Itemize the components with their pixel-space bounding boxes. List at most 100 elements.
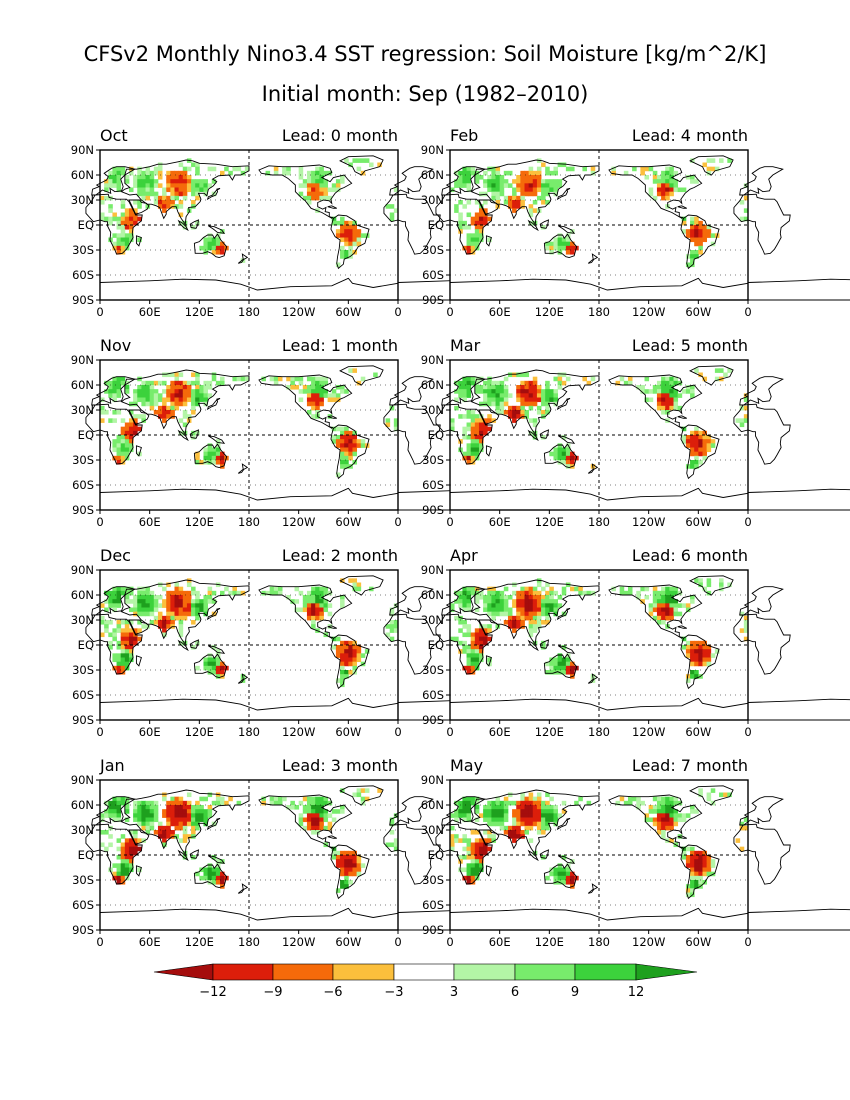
anomaly-cell — [561, 372, 567, 378]
anomaly-cell — [323, 393, 329, 398]
anomaly-cell — [306, 183, 312, 188]
anomaly-cell — [536, 805, 542, 810]
anomaly-cell — [215, 859, 221, 864]
anomaly-cell — [195, 397, 200, 403]
anomaly-cell — [178, 620, 184, 625]
anomaly-cell — [348, 162, 353, 168]
anomaly-cell — [565, 670, 571, 675]
anomaly-cell — [491, 586, 496, 592]
anomaly-cell — [665, 825, 670, 831]
x-tick-label: 180 — [238, 515, 260, 529]
anomaly-cell — [520, 389, 525, 394]
anomaly-cell — [104, 846, 109, 852]
anomaly-cell — [331, 817, 337, 823]
anomaly-cell — [557, 380, 563, 386]
anomaly-cell — [149, 179, 155, 184]
anomaly-cell — [112, 628, 117, 633]
anomaly-cell — [137, 813, 142, 818]
anomaly-cell — [524, 599, 530, 604]
anomaly-cell — [545, 615, 550, 621]
anomaly-cell — [203, 867, 209, 873]
anomaly-cell — [149, 607, 155, 613]
anomaly-cell — [319, 393, 324, 398]
anomaly-cell — [557, 179, 563, 184]
anomaly-cell — [677, 405, 683, 411]
anomaly-cell — [541, 393, 546, 398]
anomaly-cell — [306, 821, 312, 827]
anomaly-cell — [352, 582, 358, 588]
anomaly-cell — [665, 376, 670, 382]
anomaly-cell — [516, 603, 521, 608]
anomaly-cell — [656, 805, 662, 810]
anomaly-cell — [323, 586, 329, 592]
anomaly-cell — [690, 863, 695, 868]
anomaly-cell — [495, 191, 501, 197]
anomaly-cell — [170, 187, 175, 193]
anomaly-cell — [669, 813, 674, 818]
anomaly-cell — [327, 397, 333, 403]
anomaly-cell — [528, 607, 534, 613]
anomaly-cell — [478, 418, 484, 423]
anomaly-cell — [149, 385, 155, 390]
anomaly-cell — [553, 805, 559, 810]
anomaly-cell — [499, 191, 505, 197]
coastline-europe — [389, 166, 434, 196]
anomaly-cell — [166, 821, 171, 827]
anomaly-cell — [128, 430, 134, 436]
anomaly-cell — [323, 817, 329, 823]
anomaly-cell — [656, 620, 662, 625]
anomaly-cell — [462, 414, 467, 419]
anomaly-cell — [182, 191, 188, 197]
anomaly-cell — [116, 225, 122, 230]
y-tick-label: 30N — [421, 403, 444, 417]
anomaly-cell — [348, 233, 353, 238]
anomaly-cell — [124, 212, 130, 218]
anomaly-cell — [698, 460, 703, 465]
anomaly-cell — [561, 586, 567, 592]
y-tick-label: 60N — [71, 798, 94, 812]
anomaly-cell — [178, 220, 184, 226]
anomaly-cell — [669, 405, 674, 411]
anomaly-cell — [545, 792, 550, 798]
anomaly-cell — [474, 389, 480, 394]
anomaly-cell — [491, 380, 496, 386]
anomaly-cell — [565, 464, 571, 469]
anomaly-cell — [561, 435, 567, 440]
anomaly-cell — [466, 846, 472, 852]
coastline-africa — [435, 193, 493, 255]
anomaly-cell — [545, 825, 550, 831]
anomaly-cell — [306, 607, 312, 613]
anomaly-cell — [302, 389, 308, 394]
y-tick-label: 30N — [71, 193, 94, 207]
anomaly-cell — [306, 796, 312, 802]
anomaly-cell — [719, 582, 724, 588]
anomaly-cell — [191, 393, 196, 398]
anomaly-cell — [520, 620, 525, 625]
anomaly-cell — [389, 204, 395, 209]
anomaly-cell — [466, 590, 472, 596]
anomaly-cell — [166, 389, 171, 394]
anomaly-cell — [570, 875, 575, 881]
anomaly-cell — [108, 393, 113, 398]
anomaly-cell — [141, 175, 146, 180]
anomaly-cell — [315, 813, 320, 818]
anomaly-cell — [743, 825, 749, 831]
anomaly-cell — [340, 430, 345, 436]
anomaly-cell — [685, 603, 691, 608]
anomaly-cell — [702, 447, 708, 453]
anomaly-cell — [545, 200, 550, 205]
anomaly-cell — [549, 389, 554, 394]
anomaly-cell — [302, 385, 308, 390]
anomaly-cell — [182, 805, 188, 810]
anomaly-cell — [116, 813, 122, 818]
anomaly-cell — [462, 380, 467, 386]
anomaly-cell — [294, 599, 300, 604]
anomaly-cell — [311, 380, 316, 386]
anomaly-cell — [532, 603, 538, 608]
coastline-australia — [543, 863, 578, 888]
anomaly-cell — [462, 867, 467, 873]
anomaly-cell — [694, 850, 699, 856]
coastline-namerica — [608, 374, 703, 429]
anomaly-cell — [174, 401, 180, 407]
anomaly-cell — [528, 212, 534, 218]
